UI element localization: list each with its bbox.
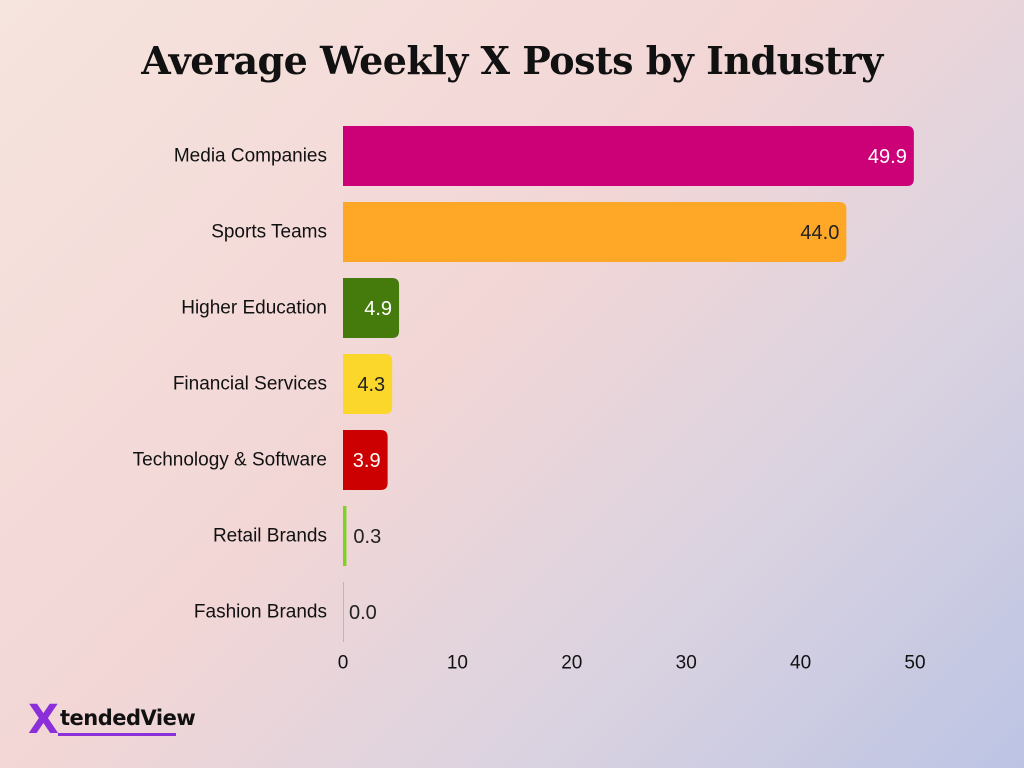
category-label: Higher Education (181, 298, 327, 319)
chart-title: Average Weekly X Posts by Industry (141, 38, 883, 83)
category-label: Media Companies (174, 146, 327, 167)
x-tick-label: 0 (338, 653, 349, 674)
x-tick-label: 40 (790, 653, 811, 674)
category-label: Sports Teams (211, 222, 327, 243)
x-tick-label: 20 (561, 653, 582, 674)
value-label: 49.9 (868, 146, 907, 168)
logo-underline (58, 733, 176, 736)
value-label: 0.3 (353, 526, 381, 548)
bar (343, 506, 347, 566)
bar (343, 202, 847, 262)
category-label: Fashion Brands (194, 602, 327, 623)
bar (343, 582, 344, 642)
category-label: Technology & Software (133, 450, 327, 471)
value-label: 4.9 (364, 298, 392, 320)
bar (343, 278, 400, 338)
category-label: Retail Brands (213, 526, 327, 547)
value-label: 4.3 (357, 374, 385, 396)
x-tick-label: 30 (676, 653, 697, 674)
bar (343, 430, 388, 490)
bar (343, 354, 393, 414)
value-label: 44.0 (800, 222, 839, 244)
x-tick-label: 10 (447, 653, 468, 674)
logo-text: tendedView (60, 706, 196, 730)
xtendedview-logo: X tendedView (28, 700, 228, 744)
bar (343, 126, 914, 186)
value-label: 0.0 (349, 602, 377, 624)
logo-mark: X (28, 697, 59, 743)
value-label: 3.9 (353, 450, 381, 472)
x-tick-label: 50 (904, 653, 925, 674)
category-label: Financial Services (173, 374, 327, 395)
